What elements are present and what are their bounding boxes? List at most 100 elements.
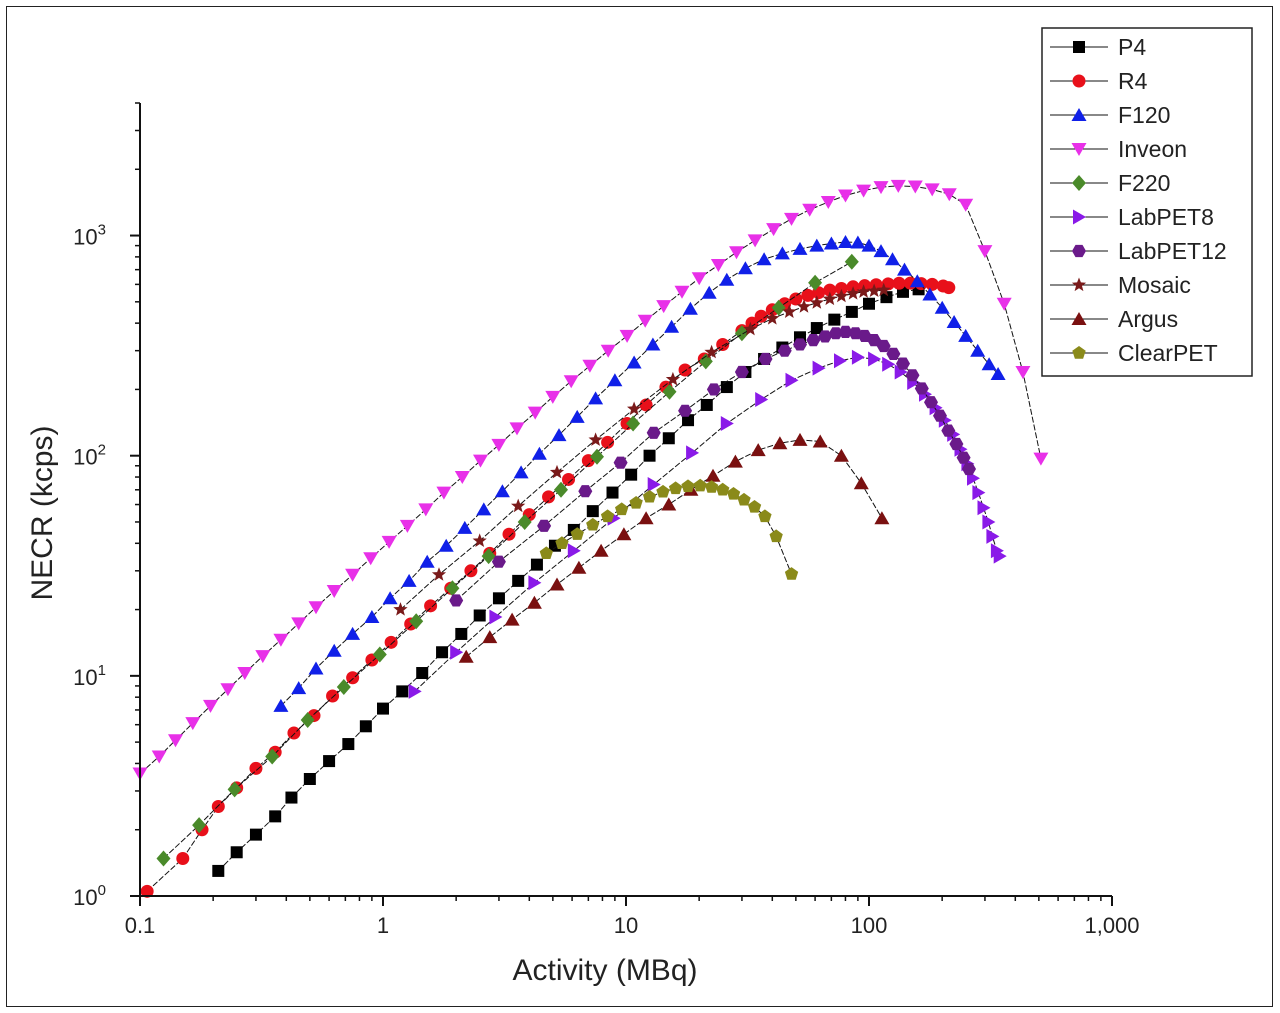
data-point-f120 [756,252,772,266]
data-point-inveon [674,285,690,299]
data-point-labpet12 [905,369,920,382]
data-point-labpet12 [578,485,593,498]
data-point-f220 [445,580,460,597]
data-point-f120 [419,554,435,568]
data-point-labpet12 [914,382,929,395]
data-point-argus [833,448,849,462]
data-point-p4 [643,449,656,462]
data-point-labpet8 [882,356,896,372]
data-point-f120 [861,238,877,252]
data-point-f120 [809,238,825,252]
data-point-clearpet [539,546,553,559]
data-point-clearpet [716,482,730,496]
data-point-labpet8 [812,360,826,376]
data-point-p4 [662,432,675,445]
data-point-r4 [678,363,692,377]
data-point-inveon [838,189,853,203]
data-point-f120 [308,661,324,675]
data-point-labpet12 [793,338,807,351]
data-point-f220 [409,613,424,630]
data-point-p4 [396,685,409,698]
data-point-inveon [399,519,415,533]
data-point-clearpet [586,517,600,531]
data-point-labpet8 [567,543,581,559]
series-mosaic [393,282,891,616]
series-f120 [273,235,1006,712]
data-point-inveon [151,750,167,764]
data-point-inveon [509,422,525,436]
data-point-labpet8 [977,500,991,516]
y-tick-label: 103 [73,222,106,250]
data-point-labpet8 [720,416,734,431]
series-line-f220 [163,261,853,859]
data-point-f120 [850,235,866,249]
legend-marker-labpet8 [1073,209,1086,225]
series-argus [458,432,890,663]
data-point-f220 [265,748,280,765]
data-point-mosaic [846,286,861,300]
data-point-labpet12 [867,334,882,347]
data-point-clearpet [615,502,629,516]
data-point-p4 [845,305,858,318]
x-tick-label: 100 [851,913,888,938]
legend-label-mosaic: Mosaic [1118,272,1191,298]
legend-label-labpet12: LabPET12 [1118,238,1227,264]
data-point-inveon [418,503,434,517]
data-point-f120 [551,428,567,442]
legend-marker-mosaic [1071,277,1087,292]
data-point-p4 [342,738,355,751]
data-point-labpet8 [993,548,1007,564]
data-point-p4 [473,609,486,622]
data-point-r4 [562,472,576,486]
data-point-mosaic [856,284,871,298]
data-point-p4 [682,414,695,427]
data-point-clearpet [737,492,751,506]
data-point-argus [853,476,869,490]
data-point-p4 [285,791,298,804]
data-point-p4 [303,772,316,785]
data-point-clearpet [726,487,741,500]
data-point-inveon [363,552,379,566]
data-point-f120 [645,337,661,351]
y-axis-title: NECR (kcps) [26,425,59,600]
data-point-inveon [185,717,201,731]
data-point-f220 [156,850,171,867]
legend-label-f120: F120 [1118,102,1170,128]
series-labpet12 [449,325,976,607]
data-point-inveon [924,183,940,197]
data-point-p4 [720,381,733,394]
data-point-argus [705,468,721,482]
data-point-inveon [996,297,1012,311]
data-point-clearpet [784,567,799,580]
data-point-labpet8 [755,392,769,407]
data-point-f120 [885,252,900,266]
data-point-p4 [828,313,841,326]
data-point-labpet12 [876,339,891,353]
data-point-labpet8 [450,644,464,660]
data-point-f120 [476,502,492,516]
data-point-clearpet [704,480,719,493]
data-point-argus [727,454,743,468]
series-line-argus [465,439,883,658]
data-point-labpet8 [785,372,799,388]
data-point-p4 [455,627,468,640]
data-point-clearpet [769,529,783,543]
data-point-f220 [300,712,315,728]
data-point-inveon [582,359,598,373]
data-point-argus [772,436,788,450]
data-point-f120 [823,236,839,250]
legend-label-inveon: Inveon [1118,136,1187,162]
data-point-p4 [359,720,372,733]
data-point-f120 [382,591,398,605]
y-axis: 100 101 102 103 [73,102,141,910]
data-point-f120 [273,698,289,712]
data-point-labpet12 [777,344,792,357]
data-point-p4 [810,322,823,335]
data-point-f120 [990,367,1006,380]
data-point-mosaic [393,602,408,616]
data-point-inveon [436,486,452,500]
data-point-f120 [981,357,997,371]
data-point-argus [616,527,632,541]
data-point-labpet12 [828,327,843,340]
data-point-labpet8 [528,575,542,591]
